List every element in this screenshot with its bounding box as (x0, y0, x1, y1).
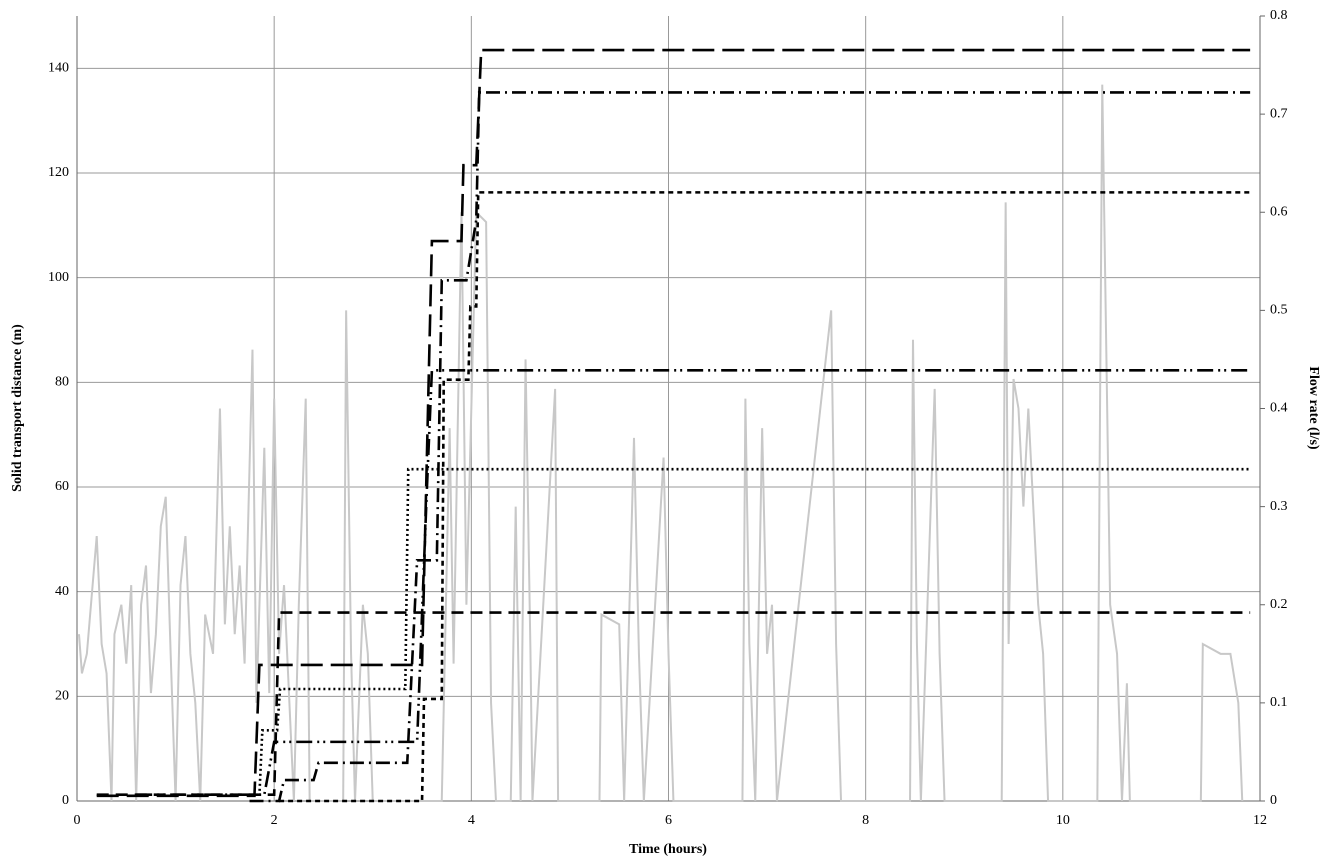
y2-tick-label: 0.7 (1270, 106, 1288, 121)
transport-line (249, 91, 1251, 803)
x-tick-label: 12 (1253, 813, 1267, 828)
y-tick-label: 140 (48, 61, 69, 76)
x-axis-label: Time (hours) (629, 842, 707, 857)
x-tick-label: 2 (271, 813, 278, 828)
y2-tick-label: 0.3 (1270, 499, 1288, 514)
x-tick-label: 4 (468, 813, 475, 828)
y-axis-label: Solid transport distance (m) (10, 324, 25, 492)
y-tick-label: 40 (55, 584, 69, 599)
flow-line (77, 84, 1244, 802)
y2-tick-label: 0.6 (1270, 204, 1288, 219)
y-tick-label: 20 (55, 689, 69, 704)
y-tick-label: 100 (48, 270, 69, 285)
y2-axis-label: Flow rate (l/s) (1306, 366, 1321, 450)
transport-line (258, 467, 1251, 796)
x-tick-label: 10 (1056, 813, 1070, 828)
y-tick-label: 60 (55, 479, 69, 494)
y-tick-label: 120 (48, 165, 69, 180)
transport-line (136, 368, 1251, 797)
x-tick-label: 6 (665, 813, 672, 828)
y2-tick-label: 0.8 (1270, 8, 1288, 23)
y2-tick-label: 0 (1270, 793, 1277, 808)
y2-tick-label: 0.2 (1270, 597, 1288, 612)
y2-tick-label: 0.5 (1270, 303, 1288, 318)
y-tick-label: 80 (55, 375, 69, 390)
transport-line (96, 48, 1251, 798)
x-tick-label: 0 (74, 813, 81, 828)
y-tick-label: 0 (62, 793, 69, 808)
transport-line (279, 191, 1251, 803)
y2-tick-label: 0.1 (1270, 695, 1288, 710)
y2-tick-label: 0.4 (1270, 401, 1288, 416)
x-tick-label: 8 (862, 813, 869, 828)
